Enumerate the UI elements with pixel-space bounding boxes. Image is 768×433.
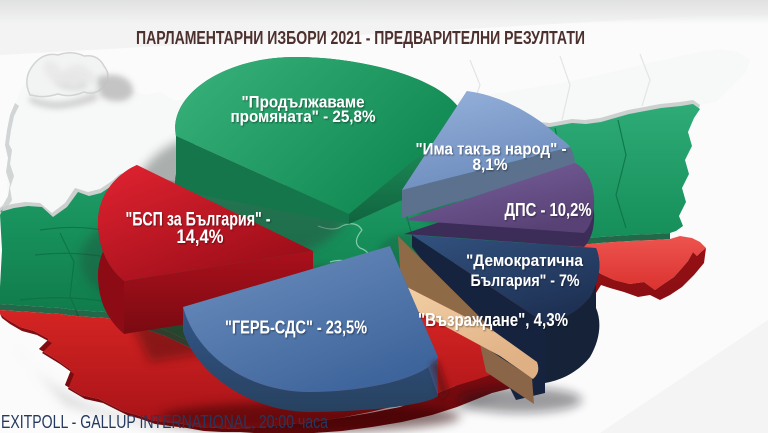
svg-text:"Продължаваме: "Продължаваме [242,94,365,112]
svg-text:EXITPOLL - GALLUP INTERNATIONA: EXITPOLL - GALLUP INTERNATIONAL, 20:00 ч… [1,412,329,432]
svg-text:14,4%: 14,4% [177,226,224,248]
svg-text:"Възраждане", 4,3%: "Възраждане", 4,3% [418,309,568,330]
svg-text:"Има такъв народ" -: "Има такъв народ" - [416,141,567,159]
svg-text:промяната" - 25,8%: промяната" - 25,8% [231,108,376,126]
svg-text:ПАРЛАМЕНТАРНИ ИЗБОРИ 2021 - П: ПАРЛАМЕНТАРНИ ИЗБОРИ 2021 - ПРЕДВАРИТЕЛН… [136,27,585,48]
svg-text:"Демократична: "Демократична [466,252,584,270]
svg-text:България" - 7%: България" - 7% [471,272,580,290]
svg-text:"БСП за България" -: "БСП за България" - [126,209,271,231]
svg-text:"ГЕРБ-СДС" - 23,5%: "ГЕРБ-СДС" - 23,5% [225,318,367,338]
svg-text:ДПС - 10,2%: ДПС - 10,2% [505,200,592,220]
svg-text:8,1%: 8,1% [473,156,508,174]
